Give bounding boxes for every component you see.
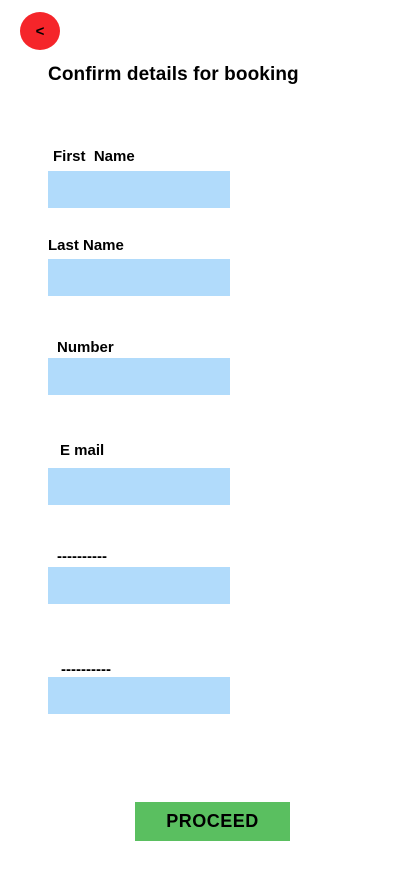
proceed-button[interactable]: PROCEED xyxy=(135,802,290,841)
back-button[interactable]: < xyxy=(20,12,60,50)
extra-field-1-label: ---------- xyxy=(57,548,107,565)
extra-field-2[interactable] xyxy=(48,677,230,714)
email-field[interactable] xyxy=(48,468,230,505)
back-chevron-icon: < xyxy=(35,22,45,40)
email-label: E mail xyxy=(60,442,105,459)
last-name-field[interactable] xyxy=(48,259,230,296)
extra-field-2-label: ---------- xyxy=(61,661,111,678)
last-name-label: Last Name xyxy=(48,237,124,254)
number-label: Number xyxy=(57,339,114,356)
first-name-field[interactable] xyxy=(48,171,230,208)
page-title: Confirm details for booking xyxy=(48,64,299,85)
number-field[interactable] xyxy=(48,358,230,395)
first-name-label: First Name xyxy=(53,148,135,165)
extra-field-1[interactable] xyxy=(48,567,230,604)
